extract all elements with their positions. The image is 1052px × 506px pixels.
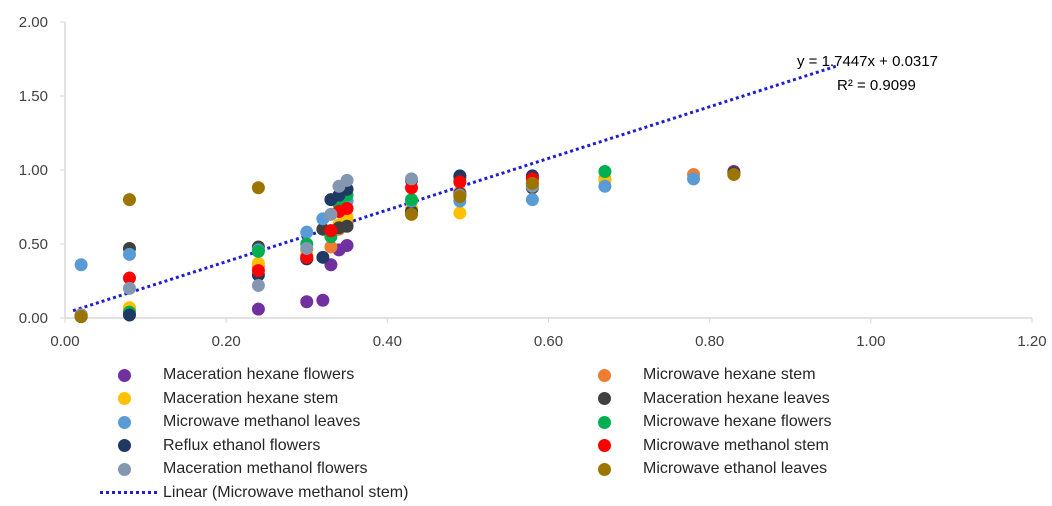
data-point-microwave-ethanol-leaves	[525, 176, 539, 190]
legend-marker	[598, 368, 611, 382]
data-point-microwave-methanol-leaves	[525, 193, 539, 207]
data-point-maceration-methanol-flowers	[324, 207, 338, 221]
data-point-microwave-methanol-leaves	[687, 172, 701, 186]
data-point-microwave-hexane-stem	[324, 240, 338, 254]
legend-label: Linear (Microwave methanol stem)	[163, 483, 409, 501]
legend-item: Maceration hexane leaves	[580, 388, 830, 410]
trendline-r-squared: R² = 0.9099	[837, 77, 916, 94]
legend-label: Maceration hexane stem	[163, 389, 339, 407]
y-tick-label: 2.00	[19, 14, 48, 31]
legend-marker	[118, 368, 131, 382]
data-point-microwave-methanol-stem	[324, 224, 338, 238]
x-tick-label: 1.00	[856, 333, 885, 350]
legend-marker	[118, 392, 131, 405]
data-point-maceration-methanol-flowers	[300, 241, 314, 255]
data-point-microwave-ethanol-leaves	[727, 167, 741, 181]
legend-label: Maceration hexane flowers	[163, 366, 355, 383]
y-tick-label: 0.00	[19, 310, 48, 327]
data-point-microwave-ethanol-leaves	[122, 193, 136, 207]
x-tick-label: 0.80	[695, 333, 724, 350]
legend-marker	[118, 415, 131, 429]
data-point-microwave-methanol-leaves	[122, 247, 136, 261]
data-point-maceration-hexane-flowers	[316, 293, 330, 307]
data-point-microwave-hexane-flowers	[405, 193, 419, 207]
data-point-maceration-methanol-flowers	[405, 172, 419, 186]
data-point-microwave-ethanol-leaves	[405, 207, 419, 221]
legend-item: Maceration hexane flowers	[100, 364, 354, 386]
x-tick-label: 0.40	[373, 333, 402, 350]
legend-item: Reflux ethanol flowers	[100, 435, 320, 457]
data-point-microwave-methanol-stem	[300, 250, 314, 264]
data-point-maceration-methanol-flowers	[251, 278, 265, 292]
y-tick-label: 0.50	[19, 236, 48, 253]
data-point-microwave-methanol-stem	[453, 175, 467, 189]
legend-marker	[118, 439, 131, 452]
legend-item-trendline: Linear (Microwave methanol stem)	[100, 482, 408, 504]
data-point-maceration-hexane-flowers	[340, 238, 354, 252]
data-point-microwave-ethanol-leaves	[453, 190, 467, 204]
data-point-maceration-methanol-flowers	[340, 173, 354, 187]
legend-marker	[598, 392, 611, 405]
legend-item: Microwave hexane stem	[580, 364, 816, 386]
legend-label: Microwave methanol stem	[643, 436, 829, 454]
legend-item: Maceration methanol flowers	[100, 458, 368, 480]
legend-label: Reflux ethanol flowers	[163, 436, 321, 454]
trendline-group	[72, 63, 840, 313]
legend-label: Microwave hexane stem	[643, 366, 816, 383]
data-point-microwave-methanol-leaves	[300, 225, 314, 239]
legend-item: Microwave ethanol leaves	[580, 458, 827, 480]
legend-label: Microwave ethanol leaves	[643, 460, 828, 477]
legend-label: Microwave methanol leaves	[163, 413, 361, 430]
data-point-maceration-hexane-flowers	[300, 295, 314, 309]
data-point-microwave-methanol-stem	[122, 271, 136, 285]
x-tick-label: 0.60	[534, 333, 563, 350]
data-point-maceration-hexane-flowers	[251, 302, 265, 316]
data-point-maceration-methanol-flowers	[122, 281, 136, 295]
x-tick-label: 0.20	[212, 333, 241, 350]
legend-marker	[598, 415, 611, 429]
legend-item: Microwave methanol stem	[580, 435, 829, 457]
data-point-microwave-methanol-leaves	[598, 179, 612, 193]
legend-item: Maceration hexane stem	[100, 388, 338, 410]
legend-item: Microwave methanol leaves	[100, 411, 360, 433]
legend-marker	[598, 439, 611, 452]
x-tick-label: 1.20	[1017, 333, 1046, 350]
legend-item: Microwave hexane flowers	[580, 411, 832, 433]
data-point-microwave-ethanol-leaves	[251, 181, 265, 195]
legend-label: Maceration hexane leaves	[643, 389, 830, 407]
legend-trendline-marker	[100, 491, 157, 494]
y-tick-label: 1.50	[19, 88, 48, 105]
legend-marker	[598, 462, 611, 476]
legend-marker	[118, 462, 131, 476]
x-tick-label: 0.00	[50, 333, 79, 350]
data-point-reflux-ethanol-flowers	[122, 308, 136, 322]
data-point-microwave-ethanol-leaves	[74, 310, 88, 324]
trendline	[72, 63, 840, 313]
data-points	[74, 164, 741, 324]
chart-legend: Maceration hexane flowers Microwave hexan…	[0, 364, 1052, 506]
data-point-maceration-hexane-stem	[453, 206, 467, 220]
data-point-maceration-hexane-leaves	[340, 219, 354, 233]
data-point-microwave-methanol-stem	[251, 264, 265, 278]
legend-label: Maceration methanol flowers	[163, 460, 368, 477]
data-point-reflux-ethanol-flowers	[316, 250, 330, 264]
legend-label: Microwave hexane flowers	[643, 413, 832, 430]
data-point-microwave-methanol-stem	[340, 201, 354, 215]
y-tick-label: 1.00	[19, 162, 48, 179]
trendline-equation: y = 1.7447x + 0.0317	[797, 53, 938, 70]
data-point-microwave-methanol-leaves	[74, 258, 88, 272]
axes: 0.00 0.20 0.40 0.60 0.80 1.00 1.20 0.00 0.50 1.00…	[19, 14, 1047, 350]
data-point-microwave-hexane-flowers	[251, 244, 265, 258]
data-point-microwave-hexane-flowers	[598, 164, 612, 178]
data-point-microwave-methanol-stem	[405, 181, 419, 195]
